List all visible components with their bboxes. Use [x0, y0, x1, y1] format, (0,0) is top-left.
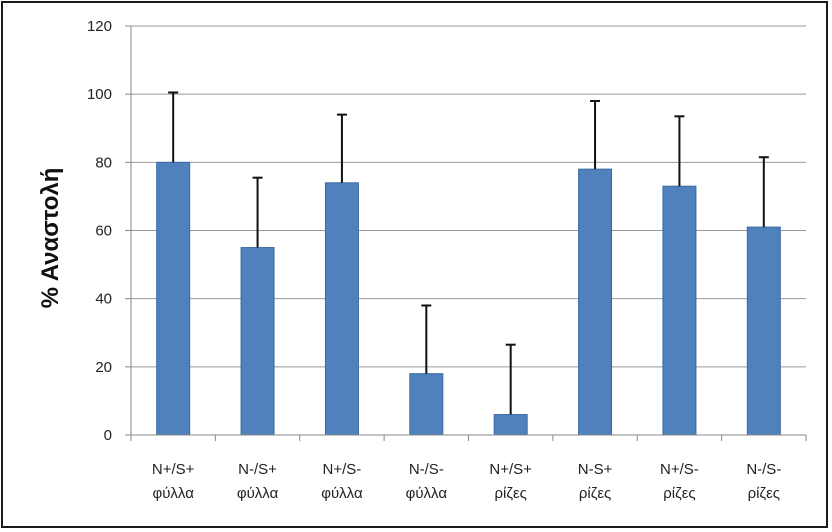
x-category-label: ρίζες: [663, 485, 695, 502]
x-category-label: N+/S+: [489, 461, 532, 478]
x-category-label: N-S+: [578, 461, 613, 478]
y-tick-labels: 0 20 40 60 80 100 120: [87, 18, 131, 444]
bar: [493, 414, 528, 436]
bar: [662, 185, 697, 436]
bar: [409, 373, 444, 436]
x-category-label: φύλλα: [406, 485, 448, 502]
bar: [746, 226, 781, 436]
x-category-label: φύλλα: [321, 485, 363, 502]
axes: [130, 26, 807, 441]
bar: [324, 182, 359, 436]
x-category-label: φύλλα: [153, 485, 195, 502]
bar: [240, 247, 275, 436]
x-category-label: N-/S-: [409, 461, 444, 478]
error-bars: [168, 91, 769, 415]
gridlines: [131, 25, 806, 368]
x-category-label: φύλλα: [237, 485, 279, 502]
y-tick-label: 80: [95, 154, 112, 171]
x-category-label: ρίζες: [579, 485, 611, 502]
x-category-label: N+/S+: [152, 461, 195, 478]
x-category-label: ρίζες: [748, 485, 780, 502]
y-tick-label: 40: [95, 291, 112, 308]
y-tick-label: 60: [95, 223, 112, 240]
y-tick-label: 20: [95, 359, 112, 376]
y-axis-label: % Αναστολή: [37, 168, 64, 309]
x-category-label: N+/S-: [323, 461, 362, 478]
x-category-label: N-/S-: [746, 461, 781, 478]
bar: [156, 161, 191, 436]
y-tick-label: 120: [87, 18, 112, 35]
x-category-label: ρίζες: [494, 485, 526, 502]
bar: [578, 168, 613, 436]
x-category-labels: N+/S+ φύλλα N-/S+ φύλλα N+/S-φύλλα N-/S-φύλλα…: [152, 461, 781, 502]
y-tick-label: 100: [87, 86, 112, 103]
y-tick-label: 0: [104, 427, 112, 444]
x-category-label: N-/S+: [238, 461, 277, 478]
x-category-label: N+/S-: [660, 461, 699, 478]
